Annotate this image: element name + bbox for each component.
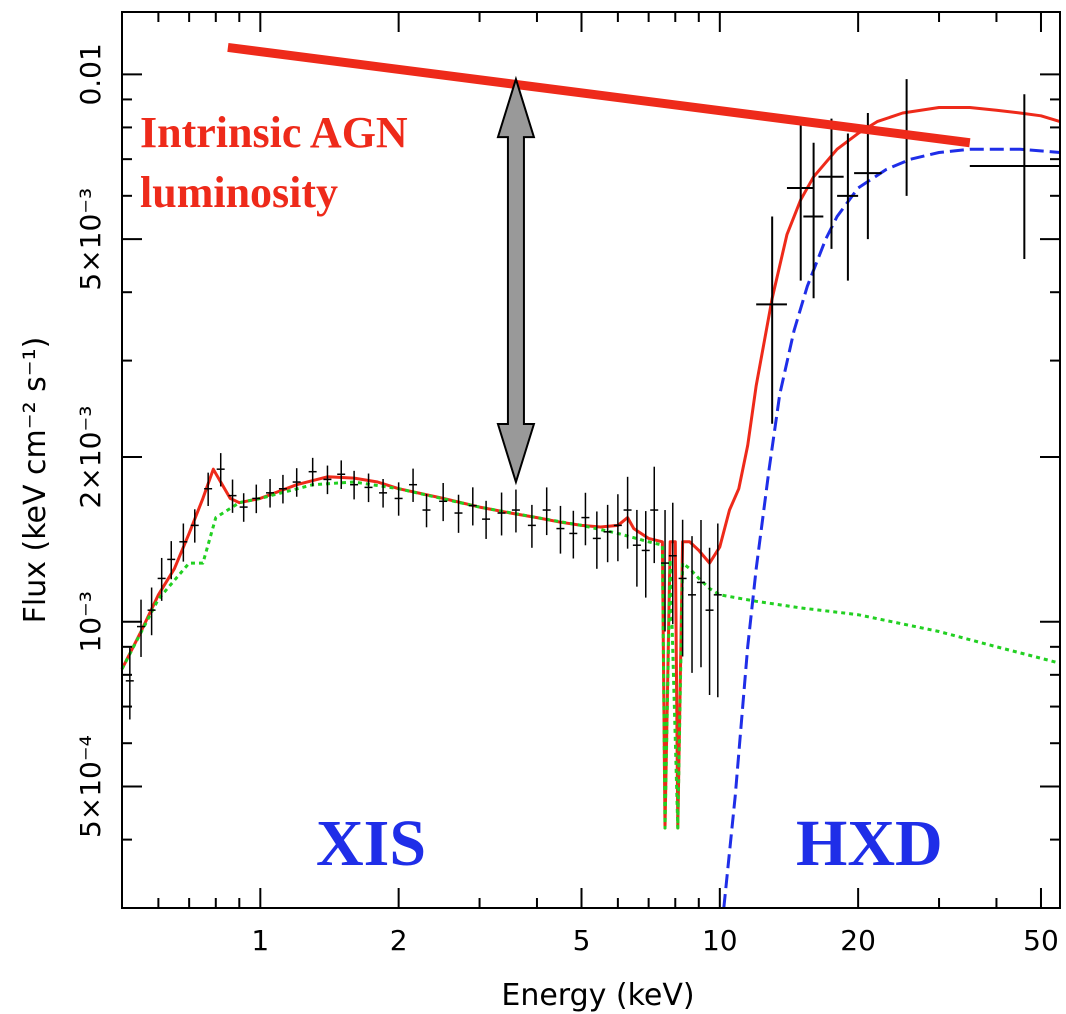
data-point xyxy=(147,587,156,636)
data-point xyxy=(687,536,696,673)
intrinsic-luminosity-line xyxy=(227,42,971,148)
x-tick-label: 50 xyxy=(1023,924,1059,957)
data-point xyxy=(603,504,612,563)
data-point xyxy=(409,468,418,502)
data-point xyxy=(323,465,332,495)
data-point xyxy=(394,482,403,516)
y-tick-label: 5×10⁻⁴ xyxy=(74,735,107,838)
data-point xyxy=(337,460,346,489)
data-point xyxy=(239,493,248,522)
x-tick-label: 20 xyxy=(840,924,876,957)
x-tick-label: 2 xyxy=(390,924,408,957)
data-point xyxy=(511,489,520,533)
data-point xyxy=(592,511,601,569)
data-point xyxy=(581,492,590,546)
data-point xyxy=(252,484,261,514)
data-point xyxy=(542,487,551,536)
data-point xyxy=(308,457,317,487)
data-point xyxy=(468,487,477,526)
hxd-data-point xyxy=(756,216,787,424)
data-points xyxy=(125,79,1060,720)
data-point xyxy=(527,504,536,548)
data-point xyxy=(668,502,677,625)
data-point xyxy=(705,547,714,695)
plot-frame xyxy=(121,11,1061,909)
y-tick-label: 10⁻³ xyxy=(74,591,107,653)
x-axis-title: Energy (keV) xyxy=(501,978,694,1013)
data-point xyxy=(569,510,578,559)
data-point xyxy=(179,523,188,562)
data-point xyxy=(454,494,463,533)
model-curves xyxy=(120,106,1061,909)
y-axis-title: Flux (keV cm⁻² s⁻¹) xyxy=(18,337,53,624)
hxd-data-point xyxy=(818,118,844,249)
intrinsic-label-line2: luminosity xyxy=(140,168,338,217)
hxd-data-point xyxy=(969,94,1060,259)
data-point xyxy=(136,599,145,657)
double-arrow xyxy=(496,75,536,486)
data-point xyxy=(228,479,237,513)
data-point xyxy=(364,473,373,503)
intrinsic-label-line1: Intrinsic AGN xyxy=(140,108,408,157)
data-point xyxy=(379,478,388,508)
data-point xyxy=(439,482,448,522)
data-point xyxy=(216,453,225,487)
data-point xyxy=(556,505,565,554)
hxd-label: HXD xyxy=(796,807,943,880)
data-point xyxy=(167,541,176,580)
data-point xyxy=(641,511,650,598)
xis-label: XIS xyxy=(316,807,426,880)
annotation-overlay xyxy=(227,42,971,486)
series-line-dotted xyxy=(120,480,1061,830)
data-point xyxy=(613,494,622,562)
data-point xyxy=(204,472,213,506)
series-line-dashed xyxy=(722,147,1061,909)
x-tick-label: 1 xyxy=(251,924,269,957)
data-point xyxy=(696,520,705,668)
data-point xyxy=(632,509,641,587)
x-tick-label: 5 xyxy=(573,924,591,957)
data-point xyxy=(157,557,166,601)
data-point xyxy=(650,466,659,564)
data-point xyxy=(278,474,287,504)
data-point xyxy=(661,510,669,632)
data-point xyxy=(350,470,359,500)
y-tick-label: 0.01 xyxy=(74,43,107,105)
hxd-data-point xyxy=(803,142,824,299)
hxd-data-point xyxy=(786,118,814,281)
y-tick-label: 5×10⁻³ xyxy=(74,188,107,291)
data-point xyxy=(266,478,275,508)
data-point xyxy=(678,519,687,657)
x-tick-label: 10 xyxy=(702,924,738,957)
data-point xyxy=(422,493,431,528)
axis-ticks xyxy=(122,12,1060,908)
data-point xyxy=(482,500,491,539)
series-line-solid xyxy=(120,106,1061,830)
data-point xyxy=(623,476,632,549)
data-point xyxy=(713,523,722,698)
data-point xyxy=(190,509,199,543)
hxd-data-point xyxy=(837,133,859,281)
data-point xyxy=(292,468,301,497)
axis-tick-labels: 1 2 5 10 20 50 5×10⁻⁴ 10⁻³ 2×10⁻³ 5×10⁻³ 0.01 xyxy=(74,43,1059,957)
y-tick-label: 2×10⁻³ xyxy=(74,406,107,509)
data-point xyxy=(497,492,506,536)
